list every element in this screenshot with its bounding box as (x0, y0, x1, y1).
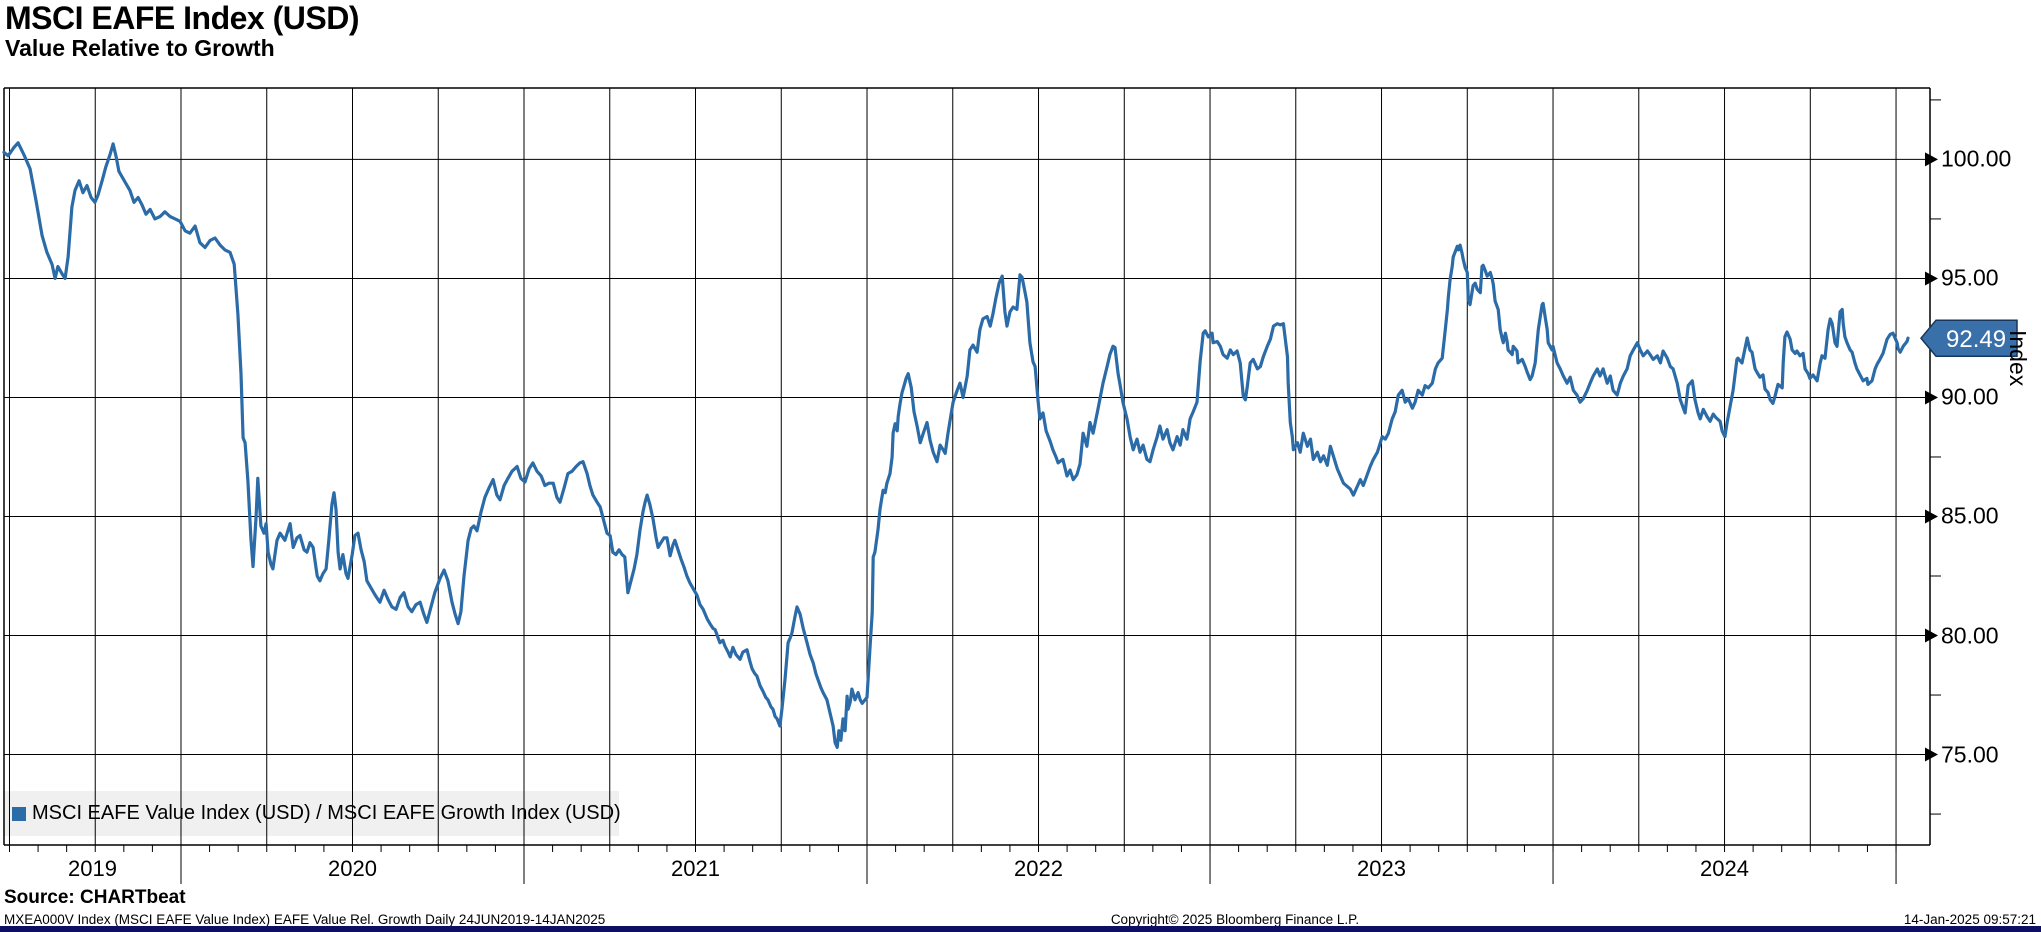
legend-series-swatch-icon (12, 806, 26, 821)
y-tick-label: 90.00 (1941, 383, 1999, 410)
last-price-badge: 92.49 (1920, 319, 2018, 357)
y-tick-arrow-icon (1925, 747, 1938, 762)
y-tick-arrow-icon (1925, 390, 1938, 405)
x-year-label: 2019 (68, 856, 117, 881)
y-axis-title: Index (2005, 330, 2031, 387)
y-tick-arrow-icon (1925, 628, 1938, 643)
x-year-label: 2024 (1700, 856, 1750, 881)
copyright-notice: Copyright© 2025 Bloomberg Finance L.P. (1110, 912, 1360, 927)
page-subtitle: Value Relative to Growth (5, 35, 275, 61)
ticker-description: MXEA000V Index (MSCI EAFE Value Index) E… (4, 912, 606, 927)
last-price-badge-shape (1920, 319, 2018, 357)
y-tick-arrow-icon (1925, 152, 1938, 167)
y-tick-label: 100.00 (1941, 145, 2012, 172)
y-tick-label: 80.00 (1941, 622, 1999, 649)
x-year-label: 2020 (328, 856, 377, 881)
price-line (2, 141, 1910, 749)
render-timestamp: 14-Jan-2025 09:57:21 (1903, 912, 2036, 927)
y-tick-arrow-icon (1925, 509, 1938, 524)
y-tick-label: 85.00 (1941, 502, 1999, 529)
y-tick-label: 95.00 (1941, 264, 1999, 291)
source-label: Source: CHARTbeat (4, 887, 186, 908)
y-tick-label: 75.00 (1941, 741, 1999, 768)
x-year-label: 2023 (1357, 856, 1406, 881)
legend: MSCI EAFE Value Index (USD) / MSCI EAFE … (12, 791, 621, 836)
page-title: MSCI EAFE Index (USD) (5, 0, 359, 36)
x-year-label: 2022 (1014, 856, 1063, 881)
legend-series-label: MSCI EAFE Value Index (USD) / MSCI EAFE … (32, 802, 621, 824)
last-price-badge-value: 92.49 (1946, 326, 2006, 353)
bottom-bar (0, 926, 2041, 932)
x-year-label: 2021 (671, 856, 720, 881)
legend-box (3, 791, 619, 836)
y-tick-arrow-icon (1925, 271, 1938, 286)
